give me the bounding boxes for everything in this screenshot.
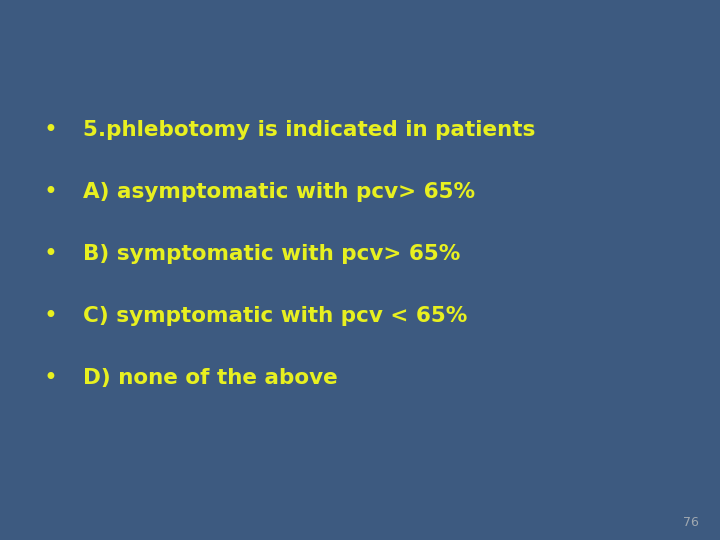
Text: •: • bbox=[43, 180, 58, 204]
Text: D) none of the above: D) none of the above bbox=[83, 368, 338, 388]
Text: •: • bbox=[43, 304, 58, 328]
Text: 76: 76 bbox=[683, 516, 698, 529]
Text: •: • bbox=[43, 118, 58, 141]
Text: C) symptomatic with pcv < 65%: C) symptomatic with pcv < 65% bbox=[83, 306, 467, 326]
Text: •: • bbox=[43, 366, 58, 390]
Text: •: • bbox=[43, 242, 58, 266]
Text: 5.phlebotomy is indicated in patients: 5.phlebotomy is indicated in patients bbox=[83, 119, 535, 140]
Text: B) symptomatic with pcv> 65%: B) symptomatic with pcv> 65% bbox=[83, 244, 460, 264]
Text: A) asymptomatic with pcv> 65%: A) asymptomatic with pcv> 65% bbox=[83, 181, 474, 202]
